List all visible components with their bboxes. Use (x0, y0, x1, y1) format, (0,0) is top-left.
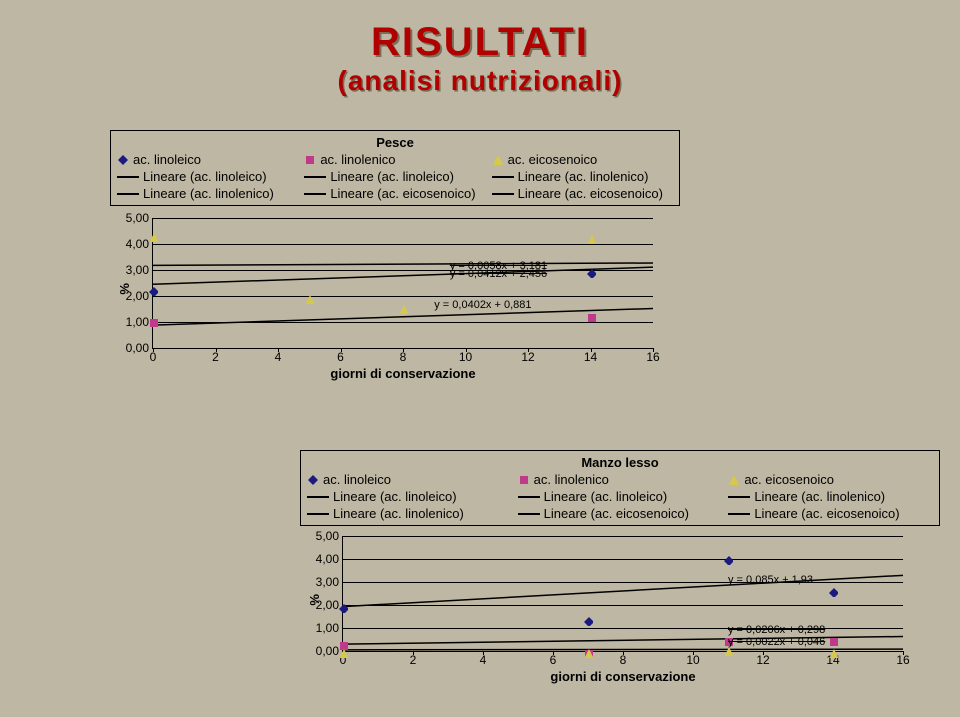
legend-item: ac. linoleico (117, 152, 298, 167)
y-tick-label: 3,00 (316, 575, 343, 589)
legend-item: ac. linoleico (307, 472, 512, 487)
equation-label: y = 0,085x + 1,93 (728, 574, 813, 586)
chart2-legend: Manzo lesso ac. linoleico ac. linolenico a… (300, 450, 940, 526)
data-point (583, 613, 593, 631)
legend-item: Lineare (ac. eicosenoico) (518, 506, 723, 521)
page-title-block: RISULTATI (analisi nutrizionali) (0, 20, 960, 97)
legend-item: Lineare (ac. linolenico) (728, 489, 933, 504)
y-tick-label: 5,00 (316, 529, 343, 543)
equation-label: y = 0,0402x + 0,881 (434, 299, 531, 311)
data-point (398, 301, 408, 319)
chart1-plot: % giorni di conservazione 0,001,002,003,… (152, 218, 653, 349)
data-point (338, 645, 348, 663)
legend-item: Lineare (ac. linoleico) (307, 489, 512, 504)
data-point (828, 584, 838, 602)
legend-item: Lineare (ac. linoleico) (117, 169, 298, 184)
data-point (304, 291, 314, 309)
chart2-plot: % giorni di conservazione 0,001,002,003,… (342, 536, 903, 652)
legend-item: Lineare (ac. eicosenoico) (728, 506, 933, 521)
data-point (148, 229, 158, 247)
legend-item: Lineare (ac. linolenico) (307, 506, 512, 521)
legend-item: Lineare (ac. linoleico) (304, 169, 485, 184)
chart1-legend-title: Pesce (117, 135, 673, 150)
chart2-x-title: giorni di conservazione (343, 669, 903, 684)
y-tick-label: 5,00 (126, 211, 153, 225)
chart-manzo: Manzo lesso ac. linoleico ac. linolenico a… (300, 450, 940, 652)
data-point (723, 552, 733, 570)
legend-item: Lineare (ac. eicosenoico) (492, 186, 673, 201)
legend-item: ac. eicosenoico (728, 472, 933, 487)
page-subtitle: (analisi nutrizionali) (0, 65, 960, 97)
equation-label: y = 0,0206x + 0,298 (728, 624, 825, 636)
legend-item: Lineare (ac. linoleico) (518, 489, 723, 504)
data-point (583, 645, 593, 663)
data-point (148, 283, 158, 301)
y-tick-label: 1,00 (316, 621, 343, 635)
legend-item: Lineare (ac. linolenico) (117, 186, 298, 201)
legend-item: ac. linolenico (518, 472, 723, 487)
data-point (338, 600, 348, 618)
chart1-x-title: giorni di conservazione (153, 366, 653, 381)
data-point (586, 265, 596, 283)
data-point (586, 231, 596, 249)
chart2-legend-title: Manzo lesso (307, 455, 933, 470)
y-tick-label: 4,00 (316, 552, 343, 566)
chart-pesce: Pesce ac. linoleico ac. linolenico ac. eic… (110, 130, 680, 349)
equation-label: y = 0,0022x + 0,046 (728, 636, 825, 648)
legend-item: ac. eicosenoico (492, 152, 673, 167)
y-tick-label: 3,00 (126, 263, 153, 277)
chart1-legend: Pesce ac. linoleico ac. linolenico ac. eic… (110, 130, 680, 206)
legend-item: Lineare (ac. linolenico) (492, 169, 673, 184)
equation-label: y = 0,0412x + 2,456 (450, 268, 547, 280)
data-point (586, 309, 596, 327)
page-title: RISULTATI (0, 20, 960, 65)
legend-item: Lineare (ac. eicosenoico) (304, 186, 485, 201)
data-point (148, 314, 158, 332)
data-point (828, 645, 838, 663)
legend-item: ac. linolenico (304, 152, 485, 167)
